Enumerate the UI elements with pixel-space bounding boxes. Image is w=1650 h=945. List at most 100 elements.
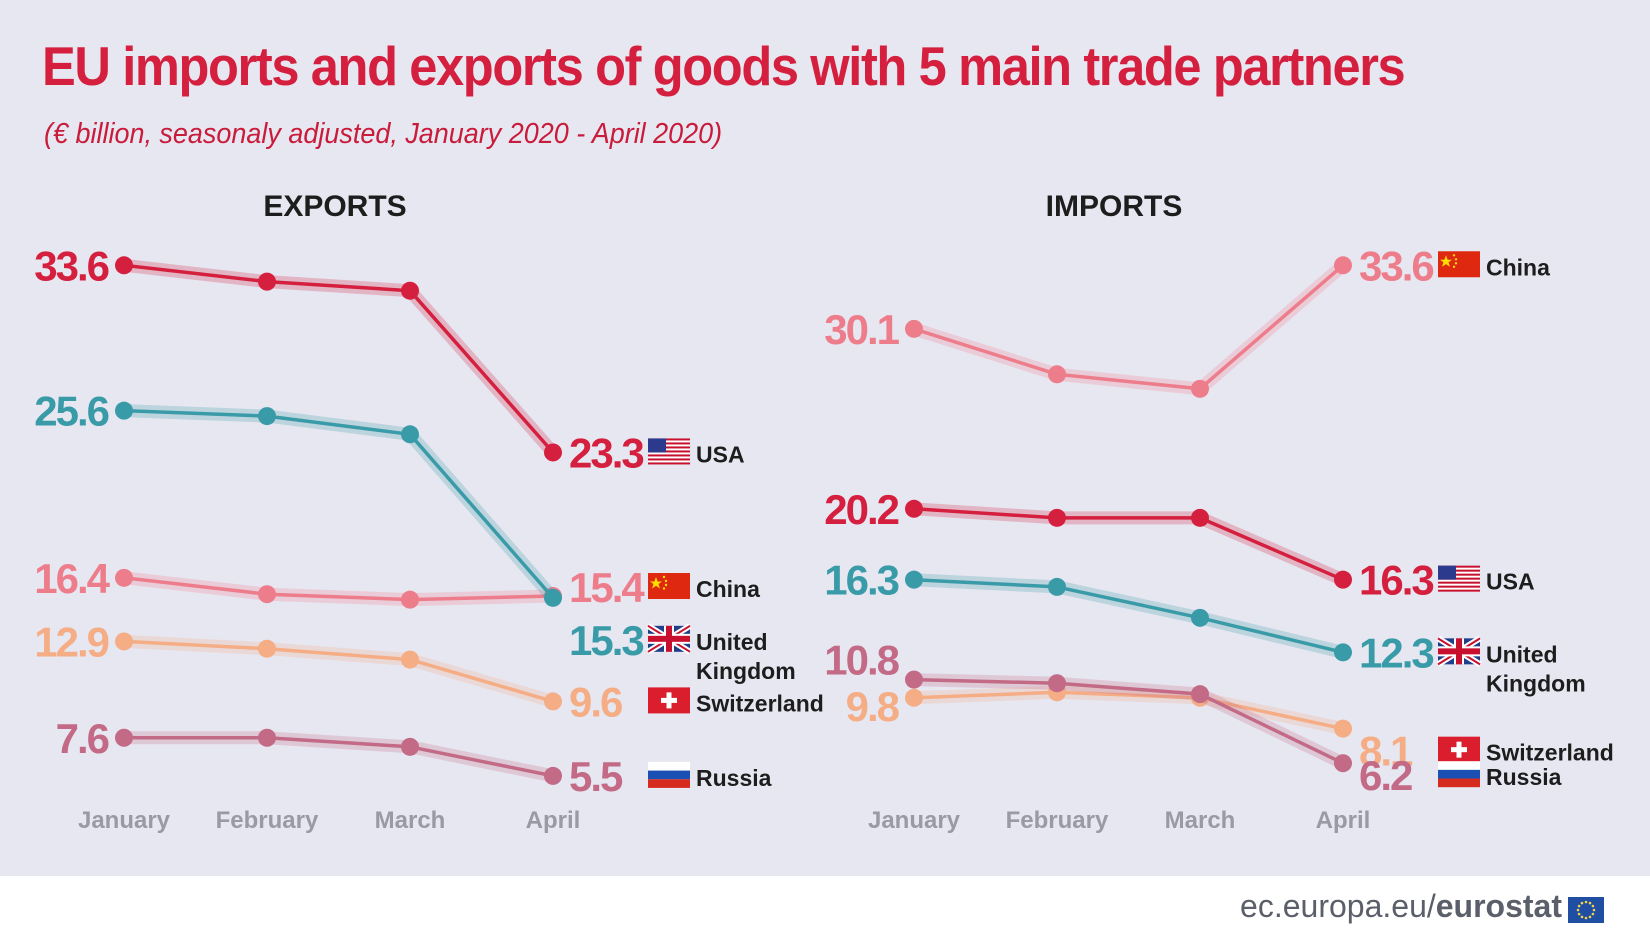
switzerland-flag-icon — [1438, 736, 1480, 763]
x-tick-label-march: March — [375, 807, 446, 834]
country-label-china: China — [696, 576, 760, 602]
point-switzerland-february — [258, 639, 276, 658]
chart-panel — [0, 0, 1650, 876]
first-value-label-china: 16.4 — [34, 555, 110, 602]
page-subtitle: (€ billion, seasonaly adjusted, January … — [44, 118, 723, 150]
country-label-russia: Russia — [696, 765, 772, 791]
first-value-label-usa: 33.6 — [34, 242, 108, 289]
last-value-label-russia: 6.2 — [1359, 752, 1412, 799]
footer-brand: eurostat — [1435, 888, 1562, 924]
last-value-label-united-kingdom: 15.3 — [569, 617, 643, 664]
series-line-russia — [913, 677, 1344, 765]
last-value-label-switzerland: 9.6 — [569, 678, 622, 725]
imports-title: IMPORTS — [1046, 190, 1183, 223]
first-value-label-russia: 7.6 — [56, 715, 109, 762]
uk-flag-icon — [1436, 635, 1482, 667]
last-value-label-china: 15.4 — [569, 564, 645, 611]
first-value-label-usa: 20.2 — [824, 486, 898, 533]
series-line-switzerland — [913, 690, 1344, 731]
usa-flag-icon — [648, 438, 690, 465]
country-label-switzerland: Switzerland — [696, 690, 824, 716]
series-halo-united-kingdom — [907, 573, 1350, 659]
first-value-label-russia: 10.8 — [824, 637, 899, 684]
imports-chart: IMPORTS January February March April 30.1 33.6… — [824, 190, 1614, 834]
point-switzerland-april — [544, 692, 562, 711]
point-china-february — [258, 585, 276, 604]
series-line-united-kingdom — [913, 577, 1344, 655]
x-tick-label-march: March — [1165, 807, 1236, 834]
country-label-united-kingdom: United Kingdom — [1486, 641, 1586, 696]
series-china: 30.1 33.6 China — [824, 242, 1550, 398]
point-usa-february — [1048, 508, 1066, 527]
point-russia-march — [1191, 685, 1209, 704]
series-usa: 33.6 23.3 USA — [34, 242, 744, 476]
point-united-kingdom-january — [115, 401, 133, 420]
country-label-united-kingdom: United Kingdom — [696, 629, 796, 684]
series-line-switzerland — [123, 639, 554, 704]
series-halo-switzerland — [907, 685, 1350, 736]
series-line-usa — [913, 507, 1344, 582]
series-china: 16.4 15.4 China — [34, 555, 760, 611]
series-line-china — [123, 576, 554, 602]
point-united-kingdom-march — [1191, 608, 1209, 627]
point-united-kingdom-april — [544, 588, 562, 607]
footer-domain: ec.europa.eu/ — [1240, 888, 1436, 924]
china-flag-icon — [1438, 251, 1480, 278]
point-russia-april — [1334, 754, 1352, 773]
series-united-kingdom: 25.6 15.3 United Kingdom — [34, 388, 795, 684]
series-line-china — [913, 263, 1345, 391]
country-label-usa: USA — [1486, 569, 1535, 595]
series-united-kingdom: 16.3 12.3 United Kingdom — [824, 557, 1585, 697]
point-switzerland-march — [401, 650, 419, 669]
exports-chart: EXPORTS January February March April 33.6 23.3… — [34, 190, 824, 834]
x-tick-label-january: January — [868, 807, 961, 834]
page-title: EU imports and exports of goods with 5 m… — [42, 35, 1406, 97]
point-usa-april — [1334, 570, 1352, 589]
last-value-label-usa: 16.3 — [1359, 557, 1433, 604]
last-value-label-china: 33.6 — [1359, 242, 1433, 289]
point-usa-march — [401, 281, 419, 300]
first-value-label-united-kingdom: 16.3 — [824, 557, 898, 604]
point-united-kingdom-february — [1048, 577, 1066, 596]
first-value-label-united-kingdom: 25.6 — [34, 388, 108, 435]
last-value-label-usa: 23.3 — [569, 429, 643, 476]
series-switzerland: 12.9 9.6 Switzerland — [34, 618, 824, 725]
point-usa-march — [1191, 508, 1209, 527]
point-russia-january — [115, 728, 133, 747]
point-united-kingdom-april — [1334, 643, 1352, 662]
series-line-russia — [124, 736, 554, 778]
last-value-label-united-kingdom: 12.3 — [1359, 629, 1433, 676]
footer-source: ec.europa.eu/eurostat — [1240, 888, 1604, 925]
last-value-label-russia: 5.5 — [569, 753, 623, 800]
first-value-label-switzerland: 9.8 — [846, 683, 900, 730]
series-halo-switzerland — [117, 634, 560, 708]
point-united-kingdom-march — [401, 425, 419, 444]
point-usa-january — [905, 499, 923, 518]
point-russia-march — [401, 737, 419, 756]
point-russia-april — [544, 766, 562, 785]
point-switzerland-january — [905, 688, 923, 707]
point-switzerland-april — [1334, 719, 1352, 738]
x-tick-label-april: April — [1316, 807, 1371, 834]
x-tick-label-january: January — [78, 807, 171, 834]
china-flag-icon — [648, 573, 690, 600]
country-label-china: China — [1486, 254, 1550, 280]
switzerland-flag-icon — [648, 687, 690, 714]
first-value-label-china: 30.1 — [824, 306, 899, 353]
point-usa-april — [544, 443, 562, 462]
x-tick-label-april: April — [526, 807, 581, 834]
country-label-usa: USA — [696, 441, 745, 467]
point-china-march — [1191, 379, 1209, 398]
series-line-united-kingdom — [123, 408, 555, 599]
series-russia: 7.6 5.5 Russia — [56, 715, 772, 800]
series-usa: 20.2 16.3 USA — [824, 486, 1534, 604]
point-switzerland-january — [115, 632, 133, 651]
point-united-kingdom-february — [258, 407, 276, 426]
point-china-january — [115, 568, 133, 587]
first-value-label-switzerland: 12.9 — [34, 618, 108, 665]
point-russia-february — [258, 728, 276, 747]
point-china-january — [905, 319, 923, 338]
series-halo-china — [907, 258, 1350, 396]
x-tick-label-february: February — [216, 807, 319, 834]
point-russia-january — [905, 670, 923, 689]
